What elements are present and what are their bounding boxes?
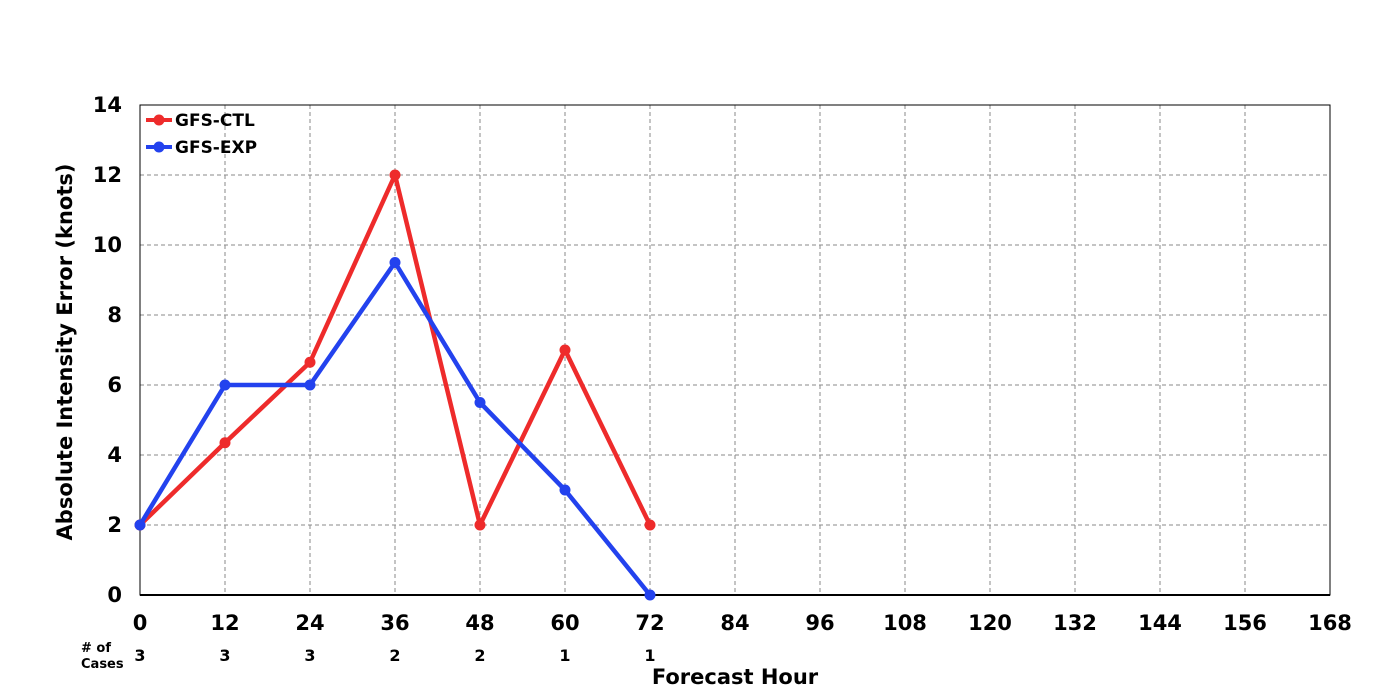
x-tick-label: 132: [1053, 611, 1097, 635]
x-tick-label: 96: [805, 611, 834, 635]
data-point-gfs-exp: [644, 589, 656, 601]
data-point-gfs-exp: [559, 484, 571, 496]
case-counts: 3 3 3 2 2 1 1: [134, 646, 655, 665]
x-tick-label: 120: [968, 611, 1012, 635]
case-count: 2: [389, 646, 400, 665]
y-tick-label: 6: [107, 373, 122, 397]
y-tick-label: 2: [107, 513, 122, 537]
legend-label-gfs-ctl: GFS-CTL: [175, 111, 255, 131]
x-tick-label: 0: [133, 611, 148, 635]
data-point-gfs-exp: [134, 519, 146, 531]
x-tick-label: 72: [635, 611, 664, 635]
x-tick-label: 60: [550, 611, 579, 635]
x-tick-label: 12: [210, 611, 239, 635]
y-tick-label: 4: [107, 443, 122, 467]
data-point-gfs-exp: [304, 379, 316, 391]
cases-label-line2: Cases: [81, 657, 124, 672]
legend-marker-gfs-exp: [153, 141, 165, 153]
x-tick-label: 24: [295, 611, 324, 635]
case-count: 1: [644, 646, 655, 665]
y-tick-label: 14: [93, 93, 122, 117]
x-tick-label: 48: [465, 611, 494, 635]
data-point-gfs-exp: [219, 379, 231, 391]
cases-label-line1: # of: [81, 641, 111, 656]
y-tick-label: 0: [107, 583, 122, 607]
case-count: 3: [219, 646, 230, 665]
data-point-gfs-ctl: [304, 356, 316, 368]
data-point-gfs-exp: [474, 397, 486, 408]
data-point-gfs-ctl: [474, 519, 486, 531]
data-point-gfs-ctl: [559, 344, 571, 356]
y-tick-labels: 0 2 4 6 8 10 12 14: [93, 93, 122, 607]
y-axis-label: Absolute Intensity Error (knots): [53, 164, 77, 541]
x-tick-label: 144: [1138, 611, 1182, 635]
series-group: [134, 169, 656, 601]
y-tick-label: 8: [107, 303, 122, 327]
x-tick-label: 108: [883, 611, 927, 635]
case-count: 3: [304, 646, 315, 665]
x-tick-labels: 0 12 24 36 48 60 72 84 96 108 120 132 144 156 168: [133, 611, 1352, 635]
y-tick-label: 12: [93, 163, 122, 187]
legend-label-gfs-exp: GFS-EXP: [175, 138, 257, 158]
data-point-gfs-ctl: [219, 437, 231, 449]
x-tick-label: 168: [1308, 611, 1352, 635]
x-axis-label: Forecast Hour: [652, 665, 819, 689]
data-point-gfs-ctl: [389, 169, 401, 181]
data-point-gfs-exp: [389, 257, 401, 268]
data-point-gfs-ctl: [644, 519, 656, 531]
case-count: 2: [474, 646, 485, 665]
y-tick-label: 10: [93, 233, 122, 257]
x-tick-label: 84: [720, 611, 749, 635]
x-tick-label: 156: [1223, 611, 1267, 635]
legend: GFS-CTL GFS-EXP: [146, 111, 257, 158]
case-count: 1: [559, 646, 570, 665]
x-tick-label: 36: [380, 611, 409, 635]
grid-lines: [140, 105, 1330, 595]
legend-marker-gfs-ctl: [153, 114, 165, 126]
case-count: 3: [134, 646, 145, 665]
